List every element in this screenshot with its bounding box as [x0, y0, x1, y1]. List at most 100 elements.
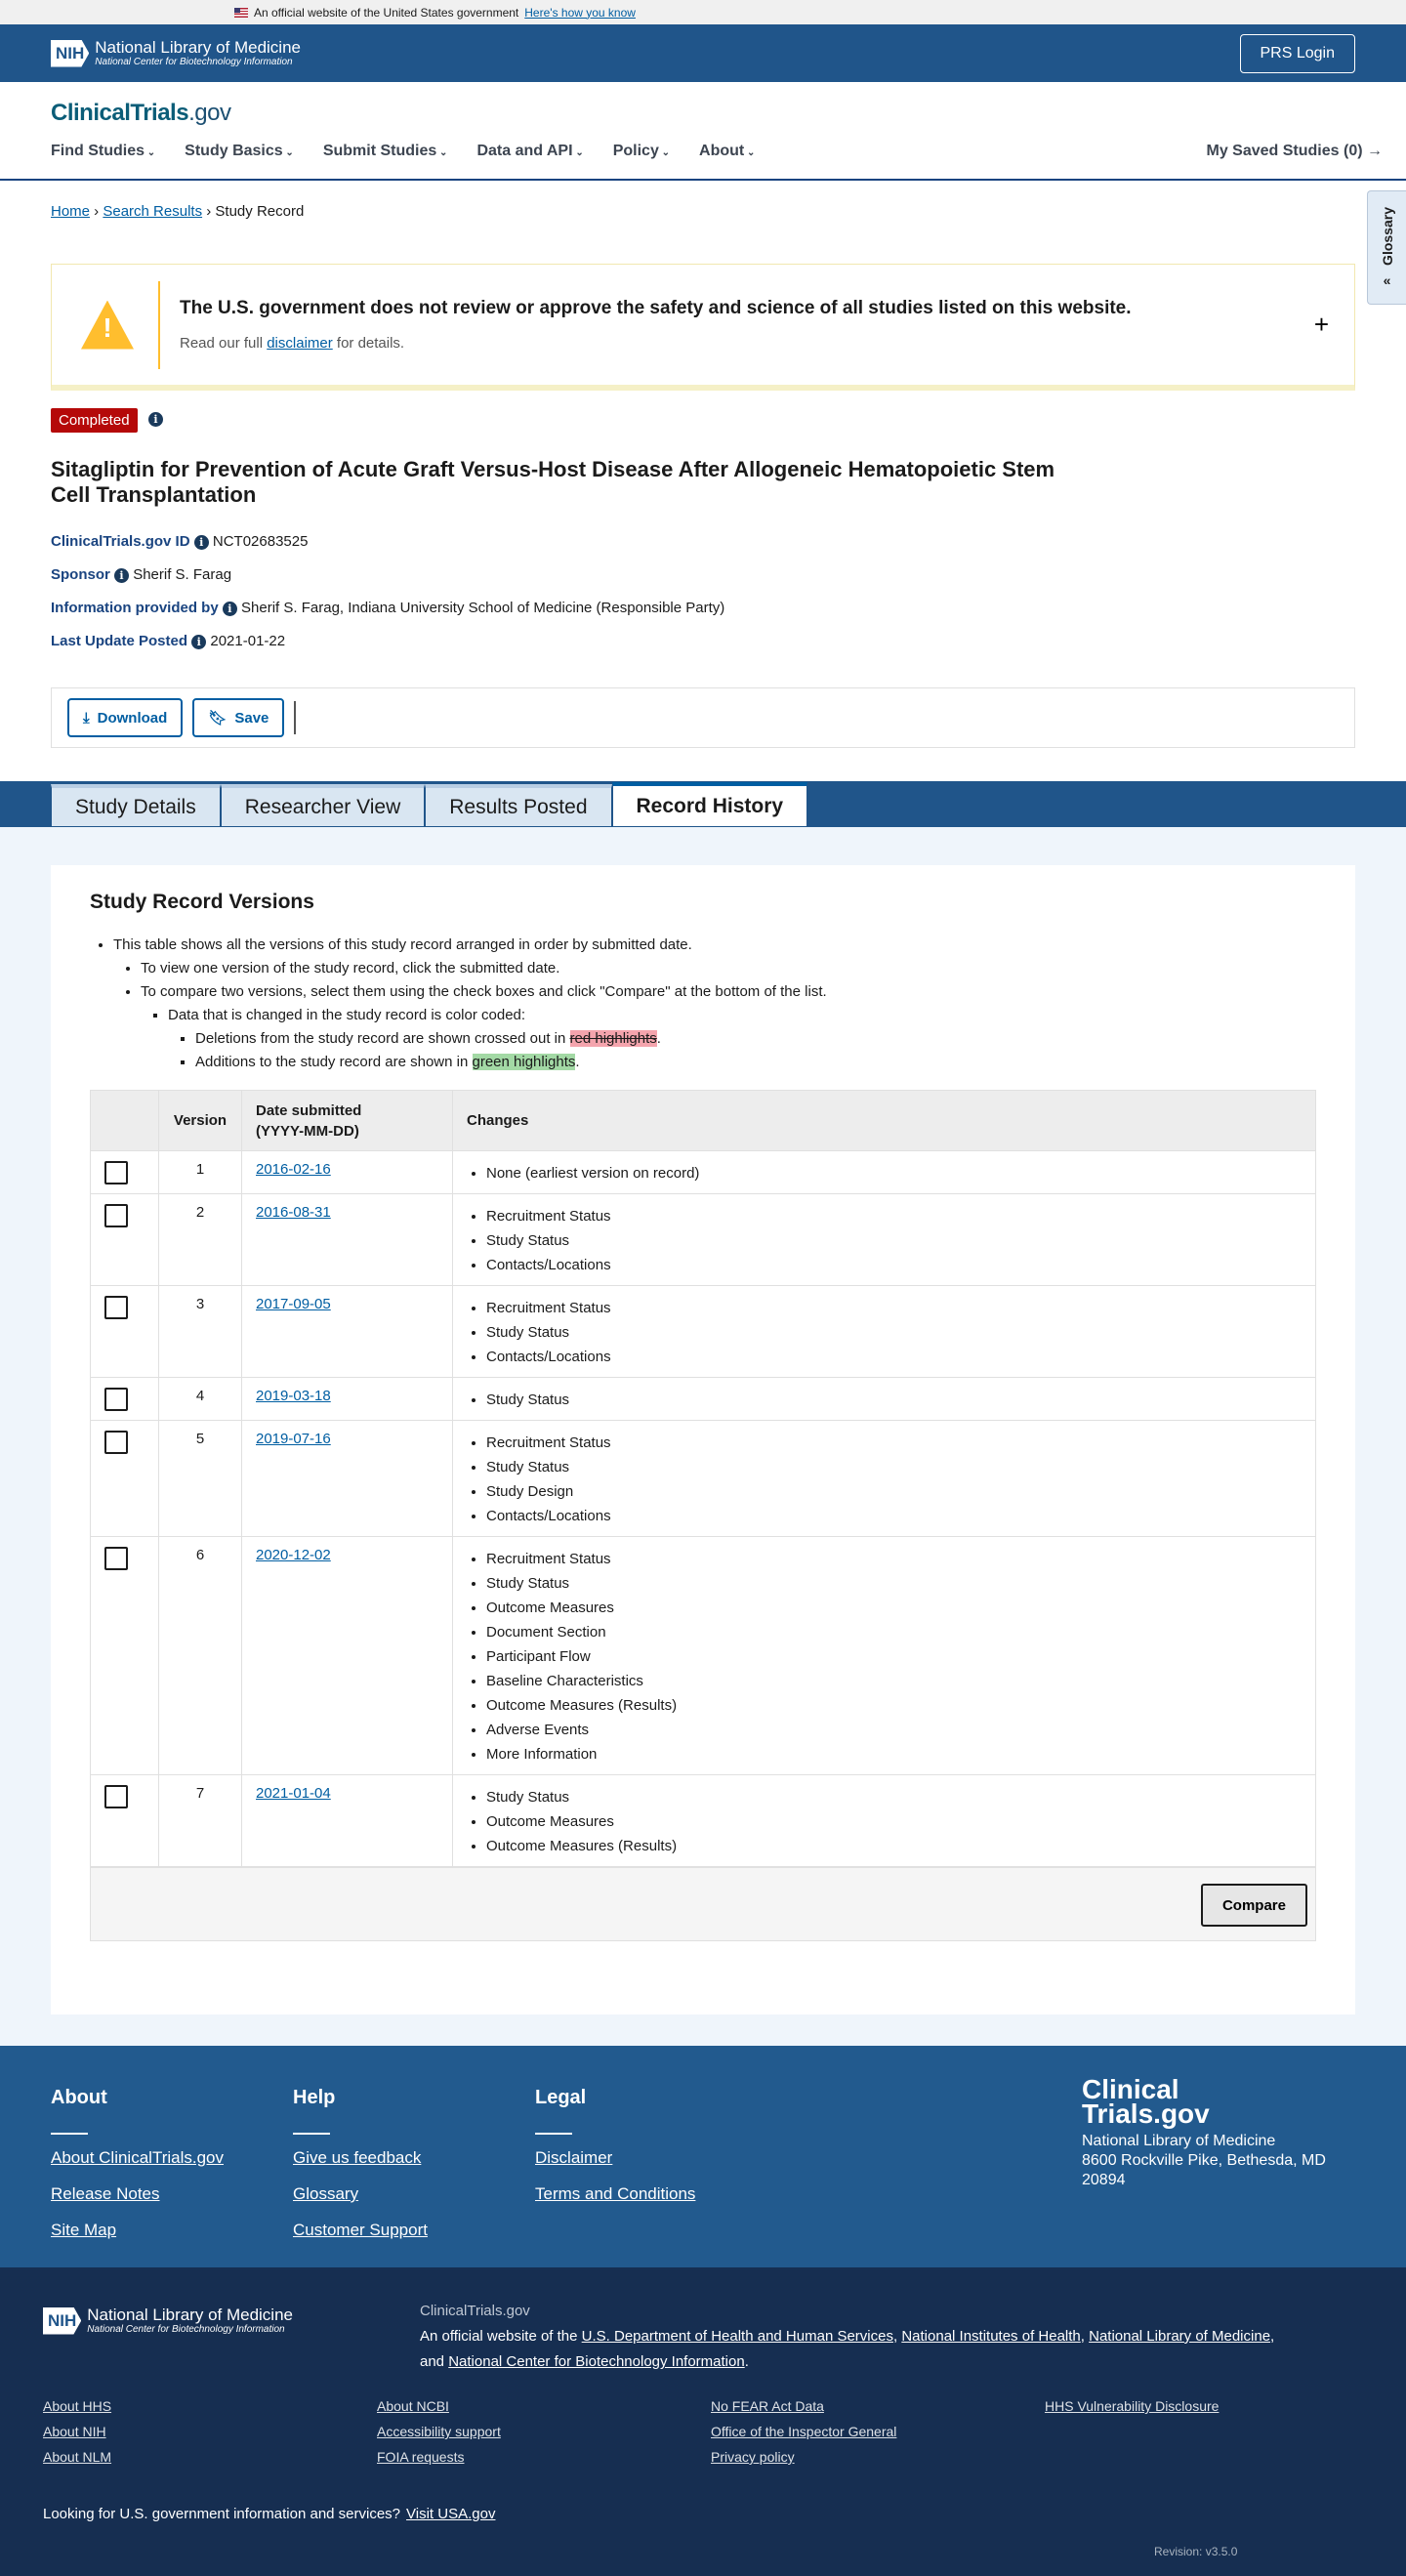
nlm-footer-logo[interactable]: NIH National Library of Medicine National… [43, 2306, 293, 2335]
info-icon[interactable]: i [148, 412, 163, 427]
change-item: Study Status [486, 1785, 1302, 1809]
footer-column-title: Legal [535, 2087, 587, 2108]
changes-cell: Study Status [452, 1377, 1316, 1421]
breadcrumb-search-results[interactable]: Search Results [103, 203, 203, 220]
select-cell [90, 1285, 159, 1378]
version-date-link[interactable]: 2016-02-16 [256, 1161, 331, 1178]
nlm-link[interactable]: National Library of Medicine [1089, 2328, 1271, 2345]
footer-column-title: Help [293, 2087, 336, 2108]
footer-link[interactable]: HHS Vulnerability Disclosure [1045, 2398, 1220, 2414]
footer-link[interactable]: About NIH [43, 2424, 106, 2439]
footer-link[interactable]: Give us feedback [293, 2148, 422, 2167]
change-item: Study Design [486, 1479, 1302, 1504]
breadcrumb-home[interactable]: Home [51, 203, 91, 220]
disclaimer-link[interactable]: disclaimer [267, 335, 333, 352]
changes-cell: Recruitment StatusStudy StatusContacts/L… [452, 1285, 1316, 1378]
version-checkbox[interactable] [104, 1547, 128, 1570]
disclaimer-text: Read our full disclaimer for details. [180, 335, 405, 352]
table-row: 1 2016-02-16 None (earliest version on r… [90, 1150, 1316, 1194]
date-header: Date submitted (YYYY-MM-DD) [241, 1090, 453, 1151]
footer-link[interactable]: Terms and Conditions [535, 2184, 696, 2203]
change-item: Outcome Measures [486, 1596, 1302, 1620]
footer-link[interactable]: About HHS [43, 2398, 112, 2414]
footer-logo[interactable]: Clinical Trials.gov [1082, 2074, 1210, 2129]
nav-submit-studies[interactable]: Submit Studies [323, 143, 448, 160]
footer-link[interactable]: Release Notes [51, 2184, 160, 2203]
expand-plus-icon[interactable]: + [1313, 310, 1329, 339]
info-icon[interactable]: i [191, 634, 207, 649]
version-date-link[interactable]: 2017-09-05 [256, 1296, 331, 1312]
footer-link[interactable]: Glossary [293, 2184, 359, 2203]
table-row: 7 2021-01-04 Study StatusOutcome Measure… [90, 1774, 1316, 1867]
footer-link[interactable]: Accessibility support [377, 2424, 501, 2439]
tab-record-history[interactable]: Record History [611, 782, 808, 827]
changes-cell: Study StatusOutcome MeasuresOutcome Meas… [452, 1774, 1316, 1867]
tab-study-details[interactable]: Study Details [51, 784, 221, 827]
footer-link[interactable]: Office of the Inspector General [711, 2424, 897, 2439]
version-date-link[interactable]: 2019-07-16 [256, 1431, 331, 1447]
nih-link[interactable]: National Institutes of Health [901, 2328, 1081, 2345]
download-button[interactable]: ⤓ Download [67, 698, 184, 737]
versions-card: Study Record Versions This table shows a… [51, 865, 1355, 2015]
nav-find-studies[interactable]: Find Studies [51, 143, 155, 160]
version-date-link[interactable]: 2019-03-18 [256, 1388, 331, 1404]
footer-link[interactable]: About NLM [43, 2449, 112, 2465]
study-tabs: Study Details Researcher View Results Po… [0, 781, 1406, 827]
nlm-logo[interactable]: NIH National Library of Medicine National… [51, 39, 301, 67]
hhs-link[interactable]: U.S. Department of Health and Human Serv… [581, 2328, 893, 2345]
nav-study-basics[interactable]: Study Basics [185, 143, 294, 160]
usa-gov-prompt: Looking for U.S. government information … [43, 2506, 496, 2522]
footer-link[interactable]: About NCBI [377, 2398, 449, 2414]
saved-studies-label: My Saved Studies (0) [1206, 143, 1363, 159]
version-number: 7 [158, 1774, 242, 1867]
footer-link[interactable]: No FEAR Act Data [711, 2398, 824, 2414]
nav-about[interactable]: About [699, 143, 755, 160]
saved-studies-link[interactable]: My Saved Studies (0) → [1207, 143, 1384, 160]
version-date-link[interactable]: 2021-01-04 [256, 1785, 331, 1802]
footer-link[interactable]: FOIA requests [377, 2449, 465, 2465]
version-checkbox[interactable] [104, 1204, 128, 1227]
footer-link[interactable]: About ClinicalTrials.gov [51, 2148, 224, 2167]
footer-link[interactable]: Site Map [51, 2221, 117, 2239]
ncbi-name: National Center for Biotechnology Inform… [87, 2324, 285, 2335]
site-header: ClinicalTrials.gov Find Studies Study Ba… [0, 82, 1406, 181]
meta-label: Sponsor [51, 566, 110, 583]
prs-login-button[interactable]: PRS Login [1239, 33, 1355, 73]
compare-button[interactable]: Compare [1200, 1884, 1307, 1927]
nav-data-api[interactable]: Data and API [476, 143, 583, 160]
info-icon[interactable]: i [222, 601, 237, 616]
change-item: Recruitment Status [486, 1431, 1302, 1455]
tab-results-posted[interactable]: Results Posted [425, 784, 612, 827]
nih-logo-mark: NIH [43, 2306, 82, 2335]
version-checkbox[interactable] [104, 1161, 128, 1184]
footer-link[interactable]: Disclaimer [535, 2148, 613, 2167]
ncbi-link[interactable]: National Center for Biotechnology Inform… [448, 2353, 745, 2370]
version-checkbox[interactable] [104, 1431, 128, 1454]
clinicaltrials-logo[interactable]: ClinicalTrials.gov [51, 100, 231, 127]
version-checkbox[interactable] [104, 1785, 128, 1808]
info-icon[interactable]: i [193, 534, 209, 550]
footer-link[interactable]: Privacy policy [711, 2449, 795, 2465]
footer-column: Legal Disclaimer Terms and Conditions [535, 2087, 695, 2221]
change-item: Document Section [486, 1620, 1302, 1644]
versions-table: Version Date submitted (YYYY-MM-DD) Chang… [90, 1090, 1316, 1867]
tab-researcher-view[interactable]: Researcher View [220, 784, 426, 827]
how-you-know-link[interactable]: Here's how you know [524, 5, 636, 20]
meta-row: Last Update Posted i 2021-01-22 [51, 633, 724, 666]
version-checkbox[interactable] [104, 1296, 128, 1319]
glossary-tab[interactable]: Glossary « [1367, 190, 1406, 305]
change-item: More Information [486, 1742, 1302, 1766]
nav-policy[interactable]: Policy [613, 143, 670, 160]
info-icon[interactable]: i [114, 567, 130, 583]
change-item: Participant Flow [486, 1644, 1302, 1669]
select-cell [90, 1150, 159, 1194]
footer-link[interactable]: Customer Support [293, 2221, 428, 2239]
version-date-link[interactable]: 2020-12-02 [256, 1547, 331, 1563]
disclaimer-heading: The U.S. government does not review or a… [180, 298, 1132, 318]
study-meta: ClinicalTrials.gov ID i NCT02683525 Spon… [51, 533, 724, 666]
meta-row: Sponsor i Sherif S. Farag [51, 566, 724, 600]
usa-gov-link[interactable]: Visit USA.gov [406, 2506, 496, 2522]
save-button[interactable]: 🔖︎ Save [192, 698, 285, 737]
version-date-link[interactable]: 2016-08-31 [256, 1204, 331, 1221]
version-checkbox[interactable] [104, 1388, 128, 1411]
